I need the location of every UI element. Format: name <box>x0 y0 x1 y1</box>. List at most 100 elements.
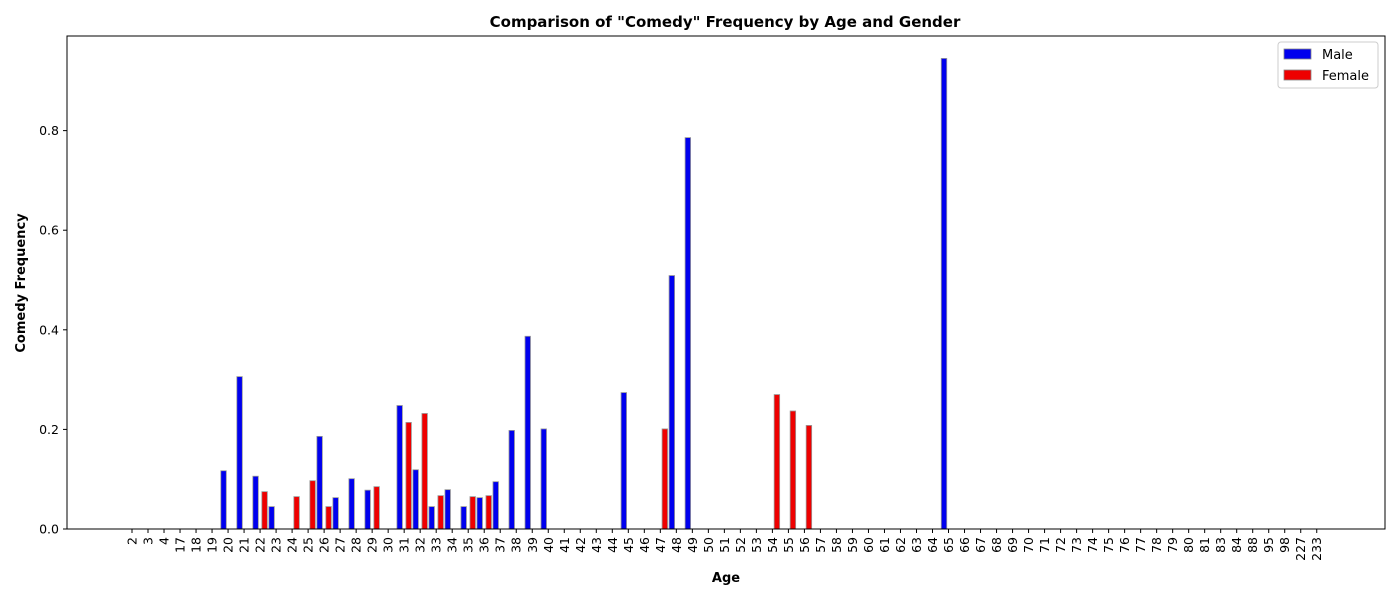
x-tick-label: 32 <box>413 537 428 553</box>
x-tick-label: 29 <box>365 537 380 553</box>
bar-female-55 <box>789 410 797 530</box>
x-tick-label: 67 <box>973 537 988 553</box>
x-tick-label: 61 <box>877 537 892 553</box>
x-tick-label: 3 <box>141 537 156 545</box>
x-tick-label: 30 <box>381 537 396 553</box>
x-tick-label: 59 <box>845 537 860 553</box>
bar-female-29 <box>373 486 380 530</box>
bar-female-47 <box>661 428 668 530</box>
y-tick-label: 0.0 <box>39 522 59 537</box>
x-tick-label: 4 <box>157 537 172 545</box>
x-tick-label: 26 <box>317 537 332 553</box>
x-tick-label: 74 <box>1085 537 1100 553</box>
x-tick-label: 55 <box>781 537 796 553</box>
x-tick-label: 39 <box>525 537 540 553</box>
chart-title: Comparison of "Comedy" Frequency by Age … <box>490 13 961 31</box>
bar-male-45 <box>620 392 627 530</box>
bars-group <box>220 58 948 530</box>
bar-male-23 <box>268 506 275 530</box>
x-tick-label: 65 <box>941 537 956 553</box>
x-tick-label: 71 <box>1037 537 1052 553</box>
bar-male-28 <box>348 478 355 530</box>
x-tick-label: 31 <box>397 537 412 553</box>
x-tick-label: 81 <box>1197 537 1212 553</box>
x-tick-label: 62 <box>893 537 908 553</box>
bar-female-32 <box>421 413 428 530</box>
bar-male-21 <box>236 376 243 530</box>
x-tick-label: 42 <box>573 537 588 553</box>
bar-male-37 <box>492 481 499 530</box>
x-tick-label: 27 <box>333 537 348 553</box>
bar-male-31 <box>396 405 403 530</box>
bar-male-26 <box>316 435 323 530</box>
x-tick-label: 66 <box>957 537 972 553</box>
x-tick-label: 53 <box>749 537 764 553</box>
x-tick-label: 46 <box>637 537 652 553</box>
x-tick-label: 50 <box>701 537 716 553</box>
x-tick-label: 41 <box>557 537 572 553</box>
x-tick-label: 64 <box>925 537 940 553</box>
bar-male-49 <box>684 137 691 530</box>
x-tick-label: 63 <box>909 537 924 553</box>
legend-label-female: Female <box>1322 69 1369 84</box>
plot-frame <box>66 35 1386 530</box>
bar-male-39 <box>524 335 531 530</box>
x-tick-label: 75 <box>1101 537 1116 553</box>
legend-swatch-male <box>1283 48 1312 60</box>
x-tick-label: 36 <box>477 537 492 553</box>
x-tick-label: 43 <box>589 537 604 553</box>
x-tick-label: 23 <box>269 537 284 553</box>
x-tick-label: 51 <box>717 537 732 553</box>
x-tick-label: 56 <box>797 537 812 553</box>
x-tick-label: 37 <box>493 537 508 553</box>
bar-male-20 <box>220 470 227 530</box>
x-tick-label: 60 <box>861 537 876 553</box>
x-tick-label: 68 <box>989 537 1004 553</box>
x-tick-label: 22 <box>253 537 268 553</box>
x-tick-label: 47 <box>653 537 668 553</box>
bar-male-36 <box>476 497 483 530</box>
x-tick-label: 49 <box>685 537 700 553</box>
x-tick-label: 78 <box>1149 537 1164 553</box>
bar-female-54 <box>773 394 781 530</box>
x-tick-label: 48 <box>669 537 684 553</box>
x-tick-label: 35 <box>461 537 476 553</box>
y-tick-label: 0.6 <box>39 223 59 238</box>
x-tick-label: 83 <box>1213 537 1228 553</box>
bar-male-40 <box>540 428 547 530</box>
x-tick-label: 38 <box>509 537 524 553</box>
x-tick-label: 95 <box>1261 537 1276 553</box>
legend-swatch-female <box>1283 69 1312 81</box>
bar-female-25 <box>309 480 316 530</box>
bar-female-36 <box>485 495 492 530</box>
bar-male-33 <box>428 506 435 530</box>
bar-female-24 <box>293 496 300 530</box>
bar-male-38 <box>508 429 515 530</box>
x-tick-label: 77 <box>1133 537 1148 553</box>
x-tick-label: 21 <box>237 537 252 553</box>
x-axis: 2 3 4 17 18 19 20 21 22 23 24 25 26 27 28 29 30 31 32 33 34 3… <box>125 529 1324 561</box>
x-tick-label: 33 <box>429 537 444 553</box>
x-tick-label: 25 <box>301 537 316 553</box>
x-tick-label: 73 <box>1069 537 1084 553</box>
legend-label-male: Male <box>1322 48 1353 63</box>
bar-male-65 <box>940 58 948 530</box>
y-tick-label: 0.2 <box>39 422 59 437</box>
bar-female-31 <box>405 422 412 530</box>
x-tick-label: 34 <box>445 537 460 553</box>
x-tick-label: 58 <box>829 537 844 553</box>
x-tick-label: 52 <box>733 537 748 553</box>
bar-female-35 <box>469 496 476 530</box>
x-axis-label: Age <box>712 571 740 586</box>
y-tick-label: 0.8 <box>39 123 59 138</box>
y-axis: 0.0 0.2 0.4 0.6 0.8 <box>39 123 67 537</box>
y-tick-label: 0.4 <box>39 322 59 337</box>
bar-female-33 <box>437 495 444 530</box>
bar-male-29 <box>364 489 371 530</box>
x-tick-label: 2 <box>125 537 140 545</box>
x-tick-label: 24 <box>285 537 300 553</box>
x-tick-label: 19 <box>205 537 220 553</box>
x-tick-label: 70 <box>1021 537 1036 553</box>
bar-male-35 <box>460 506 467 530</box>
